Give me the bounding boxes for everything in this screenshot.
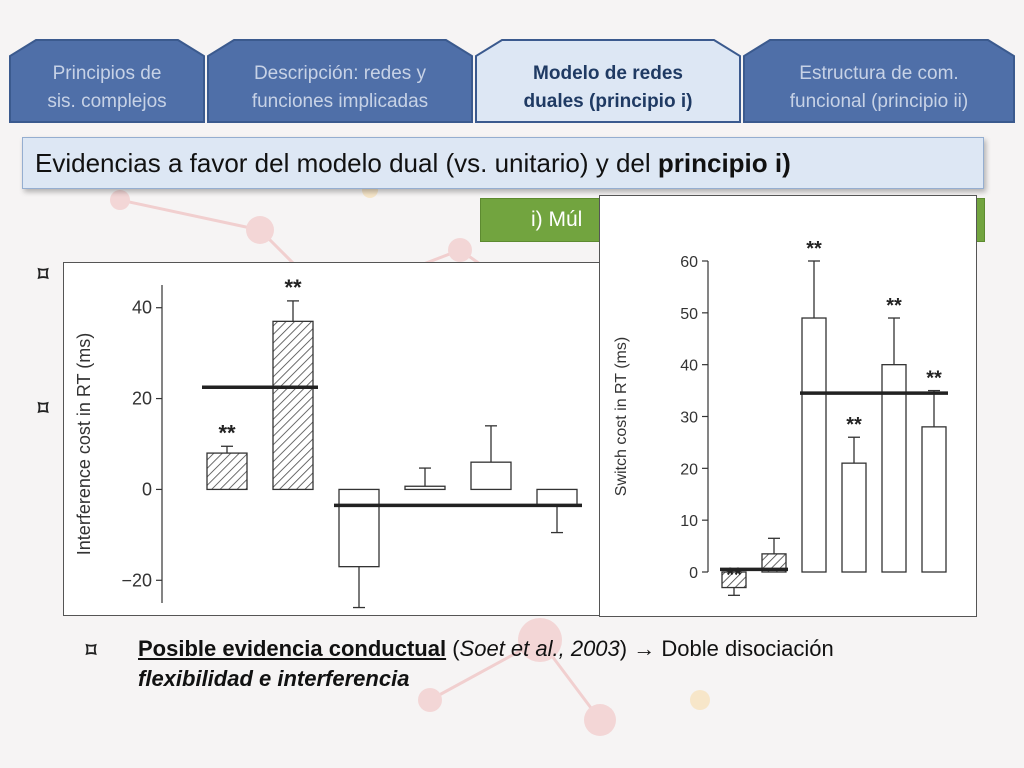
significance-label: ** [886, 295, 902, 317]
y-tick-label: 20 [132, 389, 152, 409]
tab-shape [475, 39, 741, 123]
y-tick-label: 0 [142, 479, 152, 499]
tab-estructura[interactable]: Estructura de com. funcional (principio i… [742, 38, 1016, 124]
y-tick-label: 10 [680, 513, 698, 530]
tab-label: Descripción: redes y funciones implicadas [251, 63, 429, 112]
tab-shape [9, 39, 205, 123]
section-tabs: Principios de sis. complejos Descripción:… [0, 0, 1024, 130]
switch-chart: 0 10 20 30 40 50 60 Switch cost in RT (ms) ** ** *… [613, 238, 948, 596]
significance-label: ** [218, 420, 236, 445]
significance-label: ** [926, 368, 942, 390]
citation-close: ) [619, 636, 634, 661]
title-bold: principio i) [657, 148, 791, 178]
bar [272, 320, 314, 491]
tab-label: Modelo de redes duales (principio i) [523, 63, 693, 112]
dissociation-text: Doble disociación [655, 636, 834, 661]
switch-chart-panel: 0 10 20 30 40 50 60 Switch cost in RT (ms) ** ** *… [599, 195, 977, 617]
bar [470, 461, 512, 491]
bar [881, 364, 907, 573]
tab-modelo-redes-duales[interactable]: Modelo de redes duales (principio i) [474, 38, 742, 124]
dissociation-subject: flexibilidad e interferencia [138, 666, 410, 691]
y-tick-label: 50 [680, 306, 698, 323]
tab-principios[interactable]: Principios de sis. complejos [8, 38, 206, 124]
significance-label: ** [846, 414, 862, 436]
y-tick-label: 60 [680, 254, 698, 271]
tab-shape [207, 39, 473, 123]
citation-open: ( [446, 636, 460, 661]
interference-chart: −20 0 20 40 Interference cost in RT (ms) ** ** [74, 275, 582, 609]
y-tick-label: 20 [680, 461, 698, 478]
y-axis-label: Switch cost in RT (ms) [613, 337, 630, 496]
y-tick-label: 0 [689, 565, 698, 582]
title-prefix: Evidencias a favor del modelo dual (vs. … [35, 148, 658, 178]
significance-label: ** [806, 238, 822, 260]
interference-chart-panel: −20 0 20 40 Interference cost in RT (ms) ** ** [63, 262, 600, 616]
bar [801, 317, 827, 573]
significance-label: ** [284, 275, 302, 300]
bar [921, 426, 947, 573]
arrow-icon: → [633, 636, 656, 661]
tab-label: Estructura de com. funcional (principio i… [789, 63, 969, 112]
bar [841, 462, 867, 573]
bullet-marker: ⌑ [86, 640, 97, 662]
bullet-marker: ⌑ [38, 398, 49, 420]
y-tick-label: 40 [132, 298, 152, 318]
y-tick-label: 30 [680, 410, 698, 427]
bar [404, 485, 446, 491]
slide-title: Evidencias a favor del modelo dual (vs. … [22, 137, 984, 189]
principle-label-text: i) Múl [531, 208, 583, 231]
y-tick-label: 40 [680, 358, 698, 375]
bar [206, 452, 248, 491]
bullet-marker: ⌑ [38, 264, 49, 286]
tab-shape [743, 39, 1015, 123]
bar [338, 488, 380, 568]
evidence-label: Posible evidencia conductual [138, 636, 447, 661]
bar [536, 488, 578, 506]
citation: Soet et al., 2003 [459, 636, 620, 661]
bottom-statement: Posible evidencia conductual (Soet et al… [138, 634, 998, 694]
y-axis-label: Interference cost in RT (ms) [74, 333, 94, 555]
y-tick-label: −20 [121, 570, 152, 590]
tab-label: Principios de sis. complejos [47, 63, 167, 112]
tab-descripcion[interactable]: Descripción: redes y funciones implicadas [206, 38, 474, 124]
